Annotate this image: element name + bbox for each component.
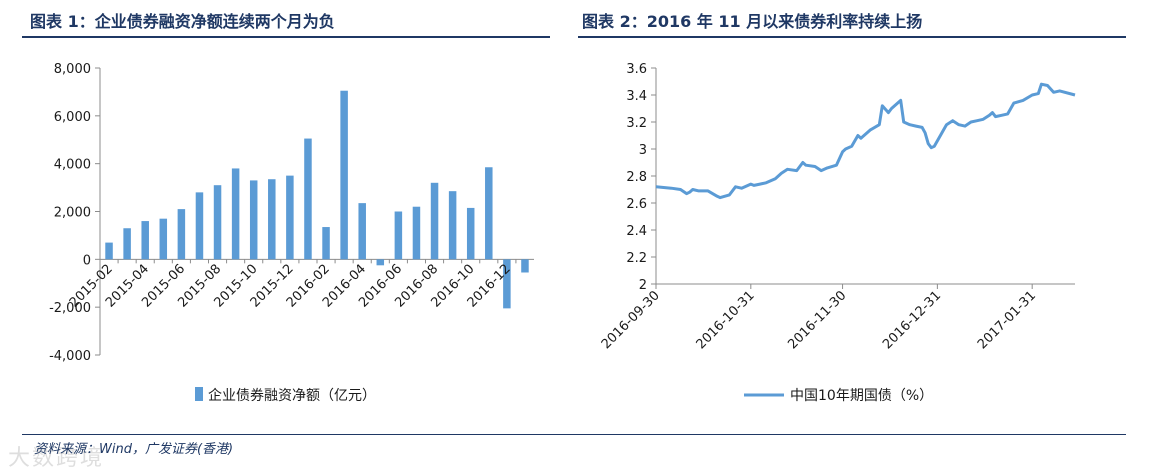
chart1-bar	[123, 228, 131, 260]
chart1-bar	[268, 179, 276, 260]
chart1-bar	[430, 182, 439, 260]
chart1-bar	[105, 242, 113, 260]
chart2-y-tick-label: 2.2	[626, 251, 647, 266]
chart1-bar	[448, 191, 457, 260]
chart1-bar	[213, 185, 222, 260]
chart1-bar	[304, 138, 312, 260]
chart2-x-tick-label: 2016-11-30	[785, 288, 849, 352]
chart2-y-tick-label: 3.4	[626, 89, 647, 104]
chart1-bar	[485, 167, 493, 260]
chart2-y-tick-label: 2.4	[626, 224, 647, 239]
chart1-bar	[358, 203, 366, 260]
chart2-x-tick-label: 2016-12-31	[880, 288, 944, 352]
chart2-y-tick-label: 3.6	[626, 62, 647, 77]
chart2-y-tick-label: 2.6	[626, 197, 647, 212]
chart1-legend-label: 企业债券融资净额（亿元）	[208, 387, 376, 404]
chart2-y-tick-label: 3.2	[626, 116, 647, 131]
chart1-bar	[286, 175, 294, 260]
chart1-y-tick-label: 8,000	[54, 62, 91, 77]
chart1-bar	[521, 259, 529, 273]
chart1-legend-swatch	[195, 387, 203, 401]
chart1-y-tick-label: 6,000	[54, 110, 91, 125]
chart2-y-tick-label: 3	[639, 143, 647, 158]
chart1-bar	[340, 90, 348, 260]
chart1-title-rule	[22, 36, 550, 38]
chart2-legend-label: 中国10年期国债（%）	[790, 388, 933, 404]
chart1-bar	[141, 221, 149, 260]
chart1-y-tick-label: 2,000	[54, 206, 91, 221]
chart1-bar	[322, 227, 330, 260]
chart2-series-line	[655, 82, 1076, 200]
chart1-bar	[466, 207, 475, 260]
chart1-y-tick-label: 0	[83, 253, 91, 268]
chart1-y-tick-label: -2,000	[49, 301, 91, 316]
chart1-y-tick-label: -4,000	[49, 349, 91, 364]
chart1-bar	[412, 206, 421, 260]
chart1-bar	[249, 180, 258, 260]
watermark: 大数跨境	[8, 446, 105, 471]
chart2-y-tick-label: 2	[639, 278, 647, 293]
chart2-x-tick-label: 2017-01-31	[975, 288, 1039, 352]
chart1-bar	[503, 259, 511, 309]
chart1-y-tick-label: 4,000	[54, 158, 91, 173]
chart1-bar	[394, 211, 403, 260]
chart2-x-tick-label: 2016-10-31	[694, 288, 758, 352]
chart1-bar	[177, 209, 186, 260]
footer-rule	[22, 434, 1126, 435]
chart1-title: 图表 1：企业债券融资净额连续两个月为负	[30, 12, 335, 31]
source-note: 资料来源：Wind，广发证券(香港)	[34, 442, 234, 457]
chart1-bar	[195, 192, 204, 260]
chart2-title: 图表 2：2016 年 11 月以来债券利率持续上扬	[582, 12, 923, 31]
chart2-y-tick-label: 2.8	[626, 170, 647, 185]
chart2-x-tick-label: 2016-09-30	[599, 288, 663, 352]
chart1-bar	[231, 168, 240, 260]
chart2-title-rule	[578, 36, 1126, 38]
chart1-bar	[376, 259, 385, 266]
chart1-bar	[159, 218, 168, 260]
